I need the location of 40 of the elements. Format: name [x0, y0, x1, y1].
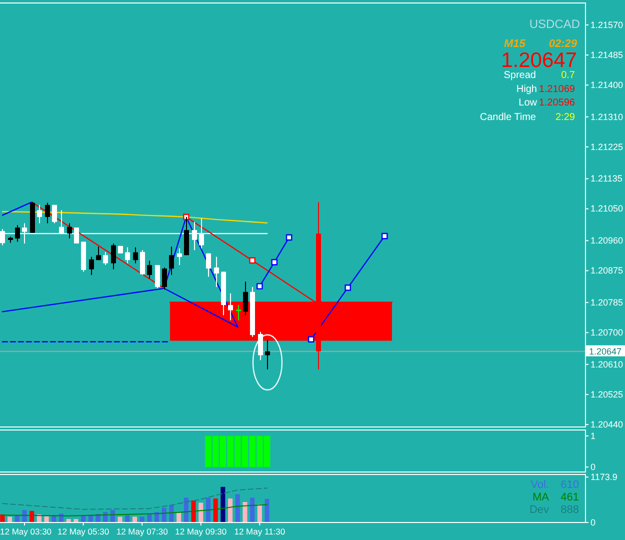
y-tick-label: 1.20525: [590, 389, 624, 400]
annotation: 1.20596: [538, 98, 576, 108]
y-tick-label: 1.21400: [590, 80, 624, 90]
y-tick-label: 1.20440: [590, 419, 624, 430]
ref-line-label: 1.20647: [589, 346, 622, 357]
x-tick-label: 12 May 09:30: [175, 526, 227, 537]
annotation: 0.7: [561, 70, 576, 81]
text: MA: [532, 492, 550, 504]
y-tick-label: 1.20960: [590, 236, 624, 246]
annotation: Candle Time: [480, 112, 536, 123]
x-tick-label: 12 May 07:30: [116, 526, 168, 537]
y-tick-label: 0: [590, 517, 596, 528]
annotation: 1.21069: [538, 84, 576, 95]
annotation: USDCAD: [529, 17, 580, 31]
y-tick-label: 1.21050: [590, 204, 624, 214]
annotation: 610: [560, 479, 579, 491]
annotation: 02:29: [548, 38, 578, 50]
annotation: Spread: [504, 70, 536, 81]
annotation: M15: [504, 38, 526, 50]
x-tick-label: 12 May 03:30: [0, 526, 52, 537]
y-tick-label: 1.20610: [590, 359, 624, 370]
text: Vol.: [530, 479, 549, 491]
y-tick-label: 1.21485: [590, 50, 624, 60]
annotation: High: [516, 84, 537, 95]
annotation: 461: [560, 492, 579, 504]
y-tick-label: 1.20700: [590, 327, 624, 338]
y-tick-label: 1.21225: [590, 142, 624, 152]
y-tick-label: 1: [590, 430, 596, 441]
x-tick-label: 12 May 11:30: [234, 526, 286, 537]
annotation: 1.20647: [501, 49, 577, 72]
y-tick-label: 1.21310: [590, 112, 624, 122]
y-tick-label: 1.21135: [590, 174, 622, 184]
annotation: Low: [518, 98, 538, 108]
annotation: 2:29: [556, 112, 576, 123]
x-tick-label: 12 May 05:30: [58, 526, 110, 537]
y-tick-label: 1173.9: [590, 472, 618, 482]
y-tick-label: 1.20785: [590, 297, 624, 308]
y-tick-label: 1.20875: [590, 266, 624, 276]
y-tick-label: 0: [590, 462, 596, 472]
y-tick-label: 1.21570: [590, 20, 624, 30]
